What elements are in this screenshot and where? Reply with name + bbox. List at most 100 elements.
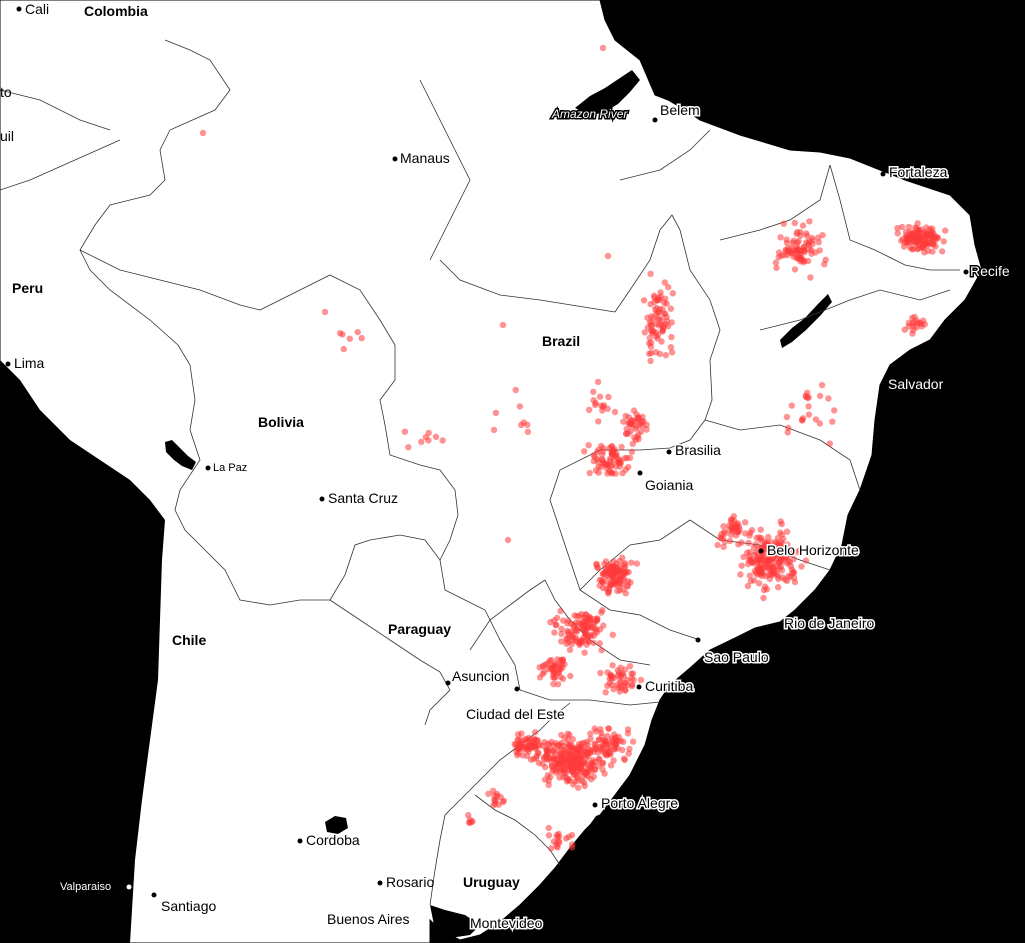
observation-point — [727, 531, 735, 538]
observation-point — [518, 421, 525, 429]
city-label-santiago: Santiago — [161, 898, 216, 914]
observation-point — [894, 230, 901, 237]
city-dot-cordoba[interactable] — [297, 838, 303, 844]
observation-point — [485, 790, 492, 797]
observation-point — [565, 629, 572, 636]
observation-point — [608, 443, 616, 450]
observation-point — [646, 318, 654, 326]
observation-point — [522, 744, 530, 751]
observation-point — [804, 394, 811, 402]
observation-point — [783, 528, 791, 535]
observation-point — [737, 571, 744, 578]
observation-point — [714, 541, 721, 549]
city-dot-rio-de-janeiro[interactable] — [775, 622, 781, 628]
observation-point — [658, 317, 665, 324]
observation-point — [639, 422, 646, 430]
city-dot-recife[interactable] — [963, 269, 969, 275]
observation-point — [553, 614, 561, 622]
observation-point — [920, 241, 927, 248]
observation-point — [516, 403, 524, 410]
observation-point — [647, 357, 654, 365]
lake-mar-chiquita — [325, 816, 348, 834]
observation-point — [758, 535, 765, 542]
observation-point — [765, 552, 773, 559]
observation-point — [566, 646, 574, 654]
observation-point — [607, 581, 614, 589]
city-dot-la-paz[interactable] — [205, 465, 211, 471]
observation-point — [802, 557, 810, 564]
observation-point — [575, 784, 582, 791]
observation-point — [587, 730, 594, 737]
city-label-cali: Cali — [25, 1, 49, 17]
observation-point — [618, 682, 625, 690]
observation-point — [894, 225, 901, 232]
observation-point — [624, 676, 631, 684]
observation-point — [648, 349, 655, 357]
city-dot-santiago[interactable] — [151, 892, 157, 898]
city-dot-santa-cruz[interactable] — [319, 496, 325, 502]
observation-point — [628, 670, 635, 677]
country-label-bolivia: Bolivia — [258, 414, 304, 430]
city-dot-asuncion[interactable] — [445, 680, 451, 686]
city-label-buenos-aires: Buenos Aires — [327, 911, 410, 927]
observation-point — [624, 726, 632, 733]
city-dot-belo-horizonte[interactable] — [758, 548, 764, 554]
observation-point — [746, 572, 754, 579]
city-dot-belem[interactable] — [652, 117, 658, 123]
city-dot-porto-alegre[interactable] — [592, 802, 598, 808]
observation-point — [778, 538, 785, 546]
observation-point — [595, 418, 602, 425]
observation-point — [544, 772, 551, 779]
observation-point — [720, 523, 727, 530]
observation-point — [542, 763, 549, 771]
observation-point — [779, 574, 786, 581]
city-dot-sao-paulo[interactable] — [695, 637, 701, 643]
city-dot-salvador[interactable] — [879, 383, 885, 389]
observation-point — [545, 832, 553, 839]
observation-point — [758, 572, 765, 580]
observation-point — [920, 317, 927, 324]
observation-point — [742, 530, 749, 537]
observation-point — [667, 305, 675, 312]
observation-point — [790, 555, 797, 563]
city-dot-goiania[interactable] — [637, 470, 643, 476]
observation-point — [600, 571, 607, 578]
city-dot-lima[interactable] — [5, 361, 11, 367]
observation-point — [767, 571, 775, 579]
observation-point — [790, 237, 797, 244]
city-label-asuncion: Asuncion — [452, 668, 510, 684]
city-dot-rosario[interactable] — [377, 880, 383, 886]
observation-point — [744, 582, 752, 590]
observation-point — [826, 440, 833, 447]
observation-point — [780, 220, 787, 227]
observation-point — [778, 567, 786, 574]
city-dot-brasilia[interactable] — [666, 449, 672, 455]
observation-point — [558, 625, 565, 632]
observation-point — [552, 621, 559, 629]
observation-point — [596, 393, 604, 400]
city-label-guayaquil: uil — [0, 128, 14, 144]
observation-point — [580, 779, 588, 786]
city-dot-ciudad-del-este[interactable] — [514, 686, 520, 692]
observation-point — [565, 833, 572, 841]
observation-point — [629, 738, 637, 745]
city-dot-curitiba[interactable] — [636, 684, 642, 690]
observation-point — [745, 539, 752, 547]
city-dot-buenos-aires[interactable] — [429, 925, 435, 931]
observation-point — [584, 618, 591, 625]
observation-point — [654, 309, 662, 316]
observation-point — [899, 236, 906, 243]
city-dot-valparaiso[interactable] — [126, 884, 132, 890]
observation-point — [593, 560, 600, 568]
country-label-colombia: Colombia — [84, 3, 148, 19]
observation-point — [785, 572, 792, 580]
observation-point — [633, 560, 641, 567]
city-dot-fortaleza[interactable] — [880, 171, 886, 177]
city-dot-manaus[interactable] — [392, 156, 398, 162]
observation-point — [492, 409, 500, 417]
observation-point — [595, 736, 603, 743]
observation-point — [570, 781, 577, 788]
city-dot-cali[interactable] — [16, 6, 22, 12]
city-dot-montevideo[interactable] — [479, 934, 485, 940]
